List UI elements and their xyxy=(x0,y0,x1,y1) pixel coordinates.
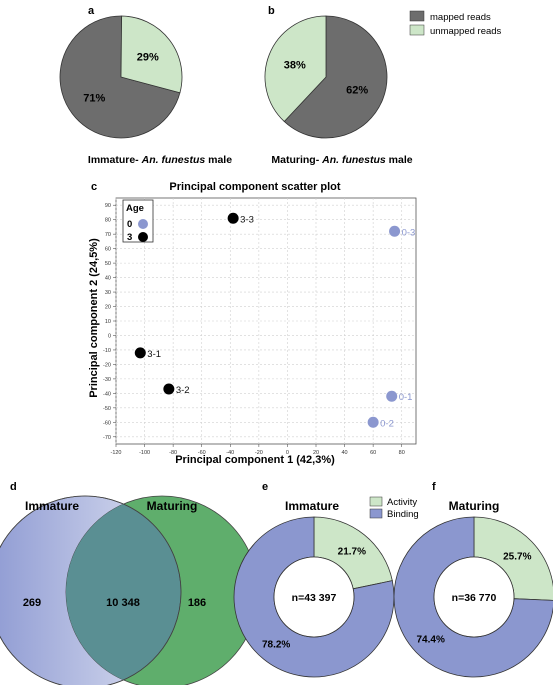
y-tick-label: 40 xyxy=(105,276,111,282)
scatter-legend-label: 0 xyxy=(127,219,132,230)
pie-chart-b: 62% 38% xyxy=(264,15,388,139)
y-tick-label: 70 xyxy=(105,232,111,238)
scatter-point-3-2 xyxy=(163,383,175,395)
legend-swatch-mapped xyxy=(409,10,425,22)
pie-slice-label: 62% xyxy=(346,84,368,96)
scatter-legend: Age 0 3 xyxy=(122,199,154,243)
scatter-legend-label: 3 xyxy=(127,232,132,243)
scatter-point-3-1 xyxy=(134,347,146,359)
donut-slice-label: 78.2% xyxy=(262,640,290,651)
pie-slice-unmapped-reads xyxy=(120,15,183,94)
y-tick-label: 10 xyxy=(105,319,111,325)
y-tick-label: 50 xyxy=(105,261,111,267)
donut-f-title: Maturing xyxy=(449,499,500,513)
donut-center-label: n=36 770 xyxy=(452,592,497,604)
y-tick-label: -70 xyxy=(103,435,111,441)
x-tick-label: -40 xyxy=(226,450,234,456)
y-tick-label: -20 xyxy=(103,362,111,368)
pie-a-caption: Immature- An. funestus male xyxy=(88,154,232,166)
legend-label-binding: Binding xyxy=(387,509,419,520)
y-tick-label: 30 xyxy=(105,290,111,296)
y-tick-label: -60 xyxy=(103,420,111,426)
scatter-point-label: 3-2 xyxy=(176,385,190,396)
scatter-point-label: 3-3 xyxy=(240,214,254,225)
x-tick-label: -120 xyxy=(110,450,121,456)
x-tick-label: 20 xyxy=(313,450,319,456)
scatter-point-label: 0-2 xyxy=(380,418,394,429)
venn-diagram: Immature Maturing 269 10 348 186 xyxy=(0,495,259,685)
scatter-point-0-3 xyxy=(389,225,401,237)
legend-swatch-binding xyxy=(369,508,383,519)
panel-label-e: e xyxy=(262,481,268,493)
pie-slice-label: 29% xyxy=(137,52,159,64)
x-tick-label: 80 xyxy=(399,450,405,456)
pie-slice-mapped-reads xyxy=(59,15,181,139)
pie-slice-label: 38% xyxy=(284,60,306,72)
panel-label-d: d xyxy=(10,481,17,493)
panel-label-f: f xyxy=(432,481,436,493)
venn-set-maturing: Maturing xyxy=(147,499,198,513)
pie-chart-a: 71% 29% xyxy=(59,15,183,139)
legend-swatch-unmapped xyxy=(409,24,425,36)
donut-hole xyxy=(273,556,355,638)
donut-e-title: Immature xyxy=(285,499,339,513)
legend-label-unmapped: unmapped reads xyxy=(430,26,502,37)
x-tick-label: -20 xyxy=(255,450,263,456)
scatter-point-3-3 xyxy=(227,212,239,224)
x-tick-label: 40 xyxy=(342,450,348,456)
scatter-legend-title: Age xyxy=(126,203,144,214)
scatter-legend-marker xyxy=(138,232,148,242)
scatter-point-0-2 xyxy=(367,416,379,428)
scatter-point-label: 0-3 xyxy=(402,227,416,238)
x-tick-label: -60 xyxy=(198,450,206,456)
panel-label-a: a xyxy=(88,5,95,17)
venn-value-overlap: 10 348 xyxy=(106,597,140,609)
x-tick-label: -100 xyxy=(139,450,150,456)
pie-slice-unmapped-reads xyxy=(264,15,327,123)
y-tick-label: -40 xyxy=(103,391,111,397)
x-tick-label: 60 xyxy=(370,450,376,456)
pie-slice-label: 71% xyxy=(83,92,105,104)
scatter-plot: -120 -100 -80 -60 -40 -20 0 20 40 60 8090807060504… xyxy=(103,197,417,456)
y-tick-label: 80 xyxy=(105,218,111,224)
panel-label-b: b xyxy=(268,5,275,17)
donut-slice-label: 25.7% xyxy=(503,551,531,562)
y-tick-label: 20 xyxy=(105,305,111,311)
scatter-legend-box xyxy=(122,199,154,243)
donut-legend: Activity Binding xyxy=(369,496,419,520)
scatter-title: Principal component scatter plot xyxy=(169,181,340,193)
y-tick-label: 60 xyxy=(105,247,111,253)
y-tick-label: 90 xyxy=(105,203,111,209)
donut-slice-label: 21.7% xyxy=(338,546,366,557)
panel-label-c: c xyxy=(91,181,97,193)
pie-legend: mapped reads unmapped reads xyxy=(409,10,502,37)
donut-chart-f: 25.7% 74.4% n=36 770 xyxy=(393,516,553,678)
x-tick-label: 0 xyxy=(286,450,289,456)
y-tick-label: -50 xyxy=(103,406,111,412)
legend-label-mapped: mapped reads xyxy=(430,12,491,23)
scatter-xlabel: Principal component 1 (42,3%) xyxy=(175,454,335,466)
legend-label-activity: Activity xyxy=(387,497,417,508)
scatter-point-0-1 xyxy=(386,390,398,402)
donut-center-label: n=43 397 xyxy=(292,592,337,604)
y-tick-label: 0 xyxy=(108,333,111,339)
venn-set-immature: Immature xyxy=(25,499,79,513)
donut-chart-e: 21.7% 78.2% n=43 397 xyxy=(233,516,395,678)
y-tick-label: -30 xyxy=(103,377,111,383)
x-tick-label: -80 xyxy=(169,450,177,456)
scatter-ylabel: Principal component 2 (24,5%) xyxy=(88,238,100,398)
scatter-legend-marker xyxy=(138,219,148,229)
pie-b-caption: Maturing- An. funestus male xyxy=(271,154,412,166)
legend-swatch-activity xyxy=(369,496,383,507)
scatter-point-label: 3-1 xyxy=(147,349,161,360)
venn-value-only-maturing: 186 xyxy=(188,597,206,609)
scatter-point-label: 0-1 xyxy=(399,392,413,403)
venn-value-only-immature: 269 xyxy=(23,597,41,609)
donut-hole xyxy=(433,556,515,638)
pie-slice-mapped-reads xyxy=(283,15,388,139)
y-tick-label: -10 xyxy=(103,348,111,354)
donut-slice-label: 74.4% xyxy=(417,635,445,646)
